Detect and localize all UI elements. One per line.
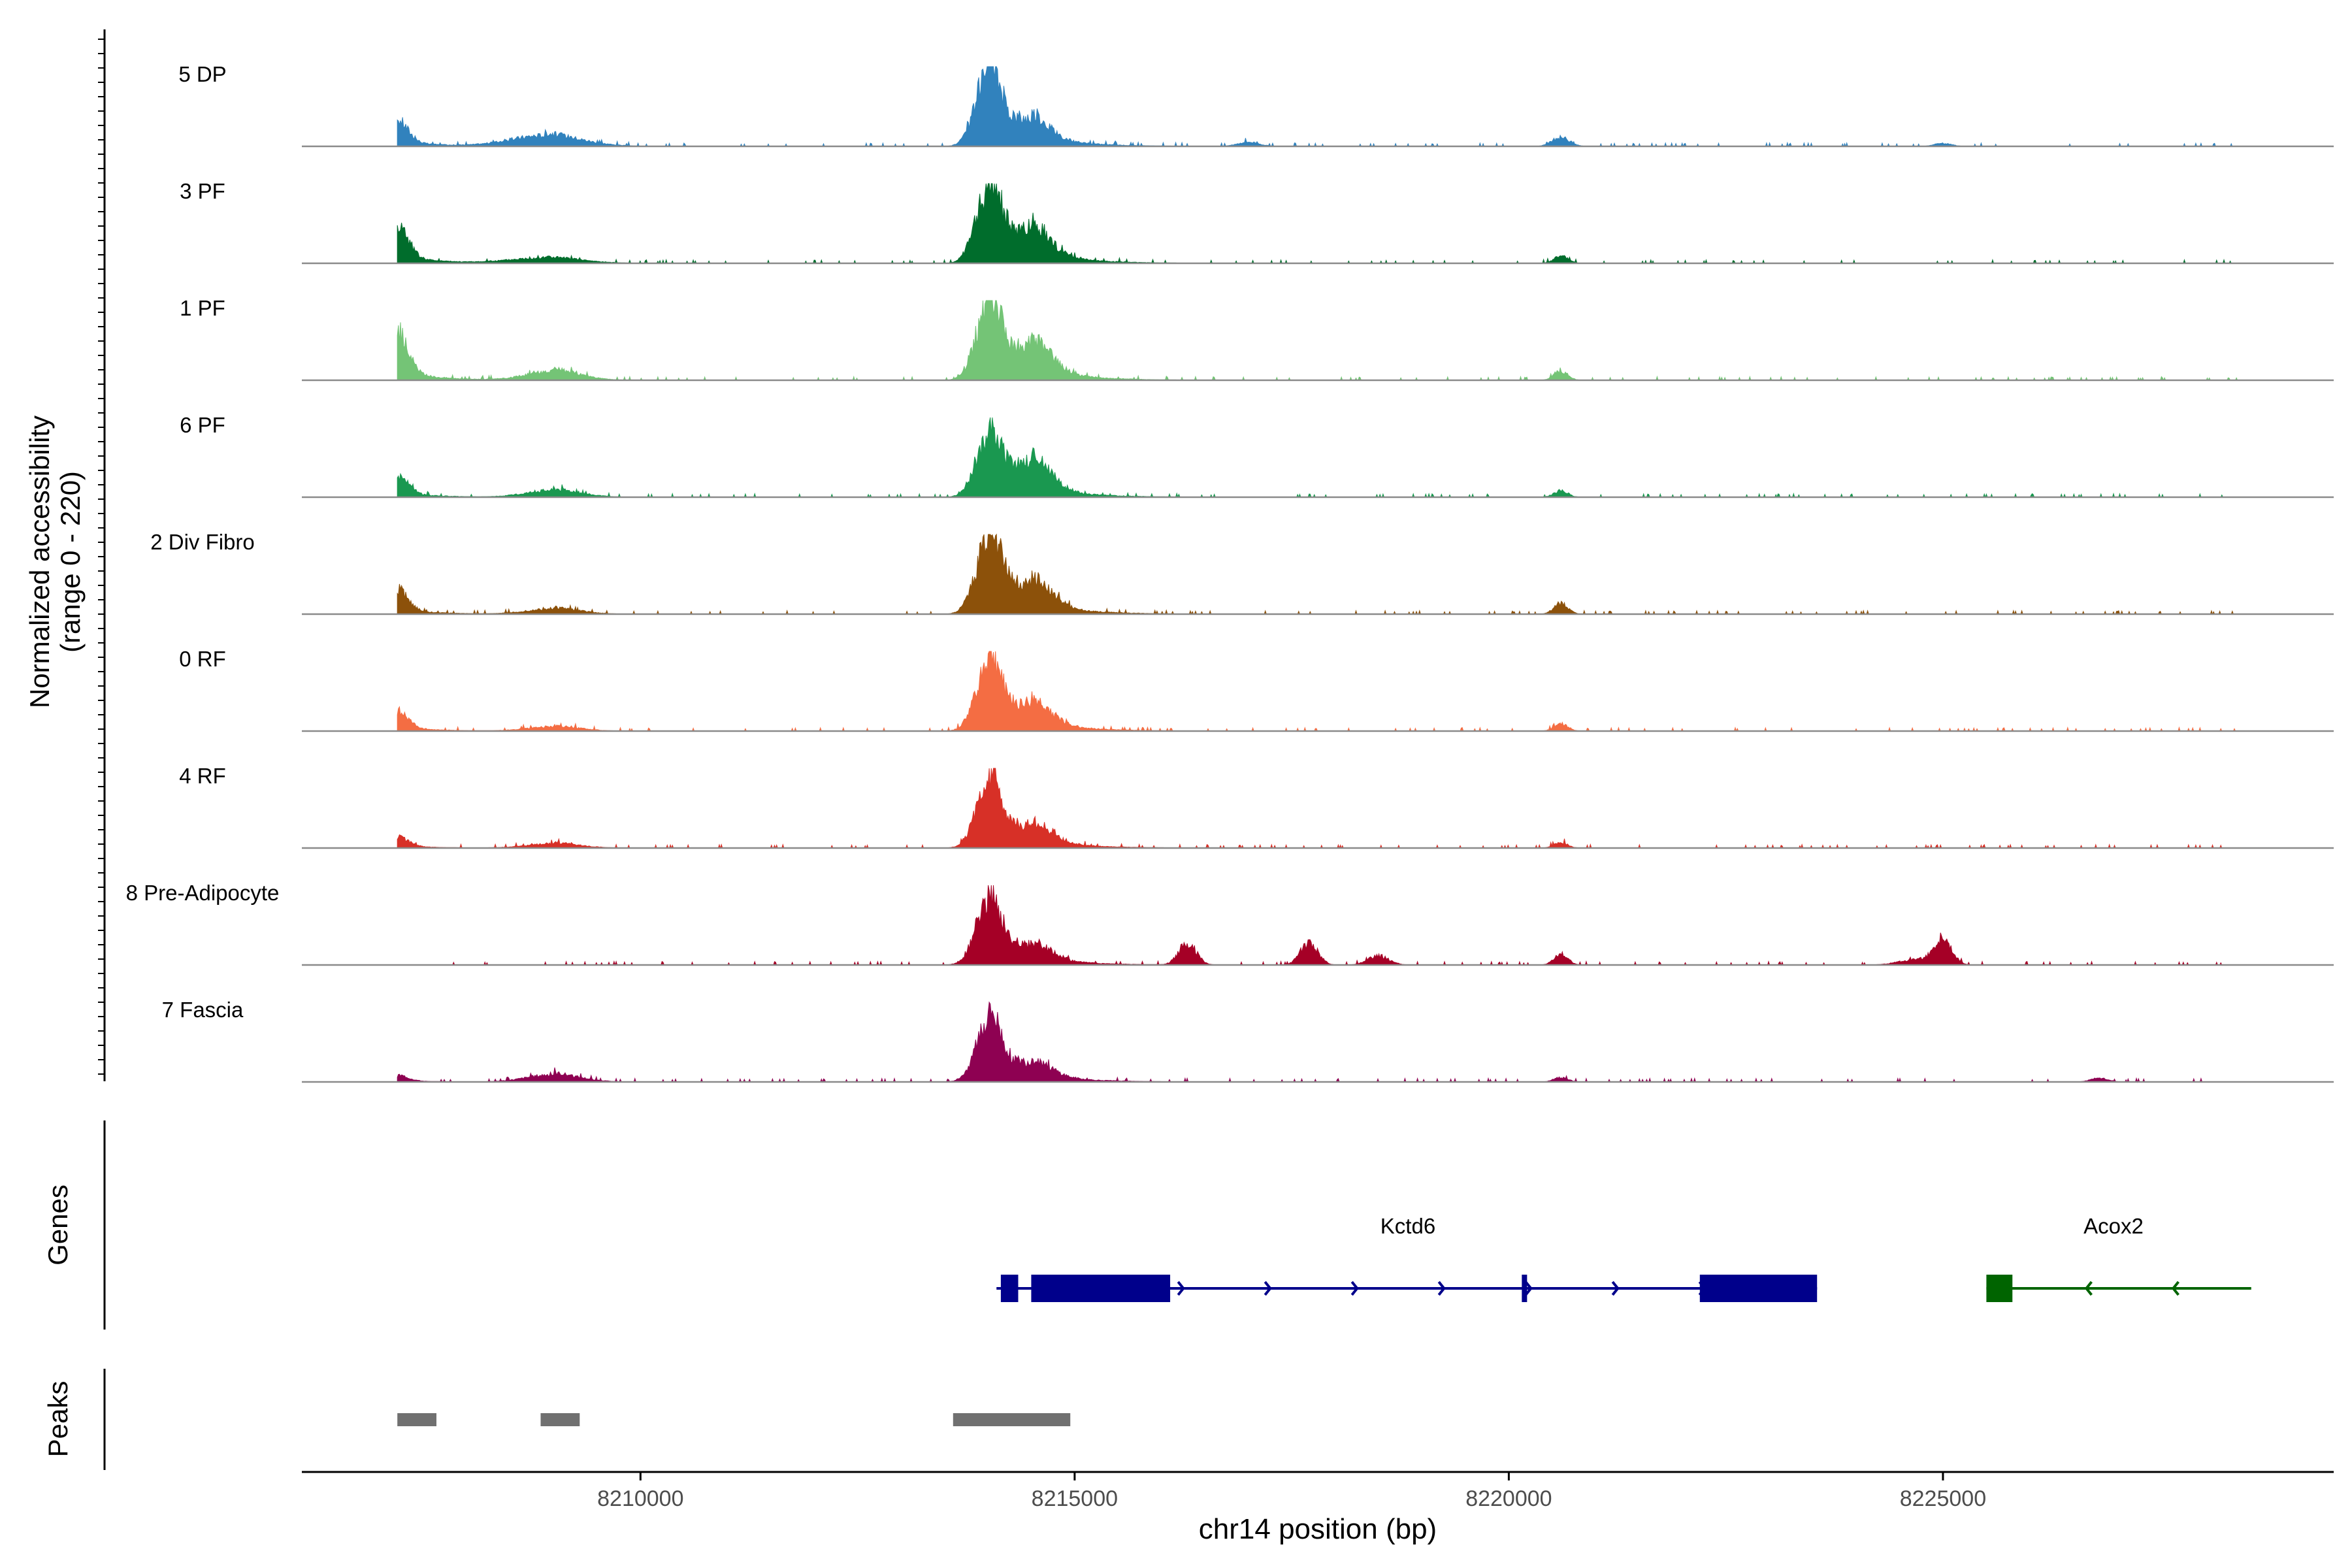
genes-panel-title: Genes — [42, 1184, 73, 1266]
gene-name: Kctd6 — [1380, 1214, 1435, 1238]
strand-arrow-icon — [1524, 1281, 1533, 1296]
strand-arrow-icon — [1350, 1281, 1359, 1296]
x-tick-label: 8220000 — [1465, 1486, 1552, 1511]
track-5-dp: 5 DP — [178, 62, 2334, 148]
gene-kctd6: Kctd6 — [996, 1214, 1818, 1302]
coverage-y-ticks — [98, 39, 105, 1075]
y-axis-range: (range 0 - 220) — [55, 471, 86, 653]
gene-exon — [1986, 1275, 2013, 1302]
track-label: 1 PF — [180, 296, 225, 320]
x-axis-ticks: 8210000 8215000 8220000 8225000 — [597, 1472, 1986, 1511]
strand-arrow-icon — [2084, 1281, 2093, 1296]
peak-regions — [397, 1413, 1071, 1426]
gene-exon — [1699, 1275, 1818, 1302]
gene-exon — [1522, 1275, 1527, 1302]
coverage-area — [397, 66, 2238, 148]
track-6-pf: 6 PF — [180, 413, 2334, 498]
peak-region-bar — [540, 1413, 580, 1426]
track-3-pf: 3 PF — [180, 179, 2334, 265]
coverage-area — [397, 651, 2238, 732]
track-0-rf: 0 RF — [179, 647, 2334, 732]
coverage-area — [397, 183, 2238, 265]
coverage-area — [397, 1001, 2238, 1083]
track-label: 2 Div Fibro — [150, 530, 255, 554]
track-label: 0 RF — [179, 647, 226, 671]
peak-region-bar — [397, 1413, 437, 1426]
track-label: 4 RF — [179, 764, 226, 788]
gene-name: Acox2 — [2083, 1214, 2144, 1238]
coverage-area — [397, 533, 2238, 615]
gene-exon — [1031, 1275, 1171, 1302]
coverage-area — [397, 417, 2238, 498]
track-1-pf: 1 PF — [180, 296, 2334, 382]
coverage-area — [397, 768, 2238, 849]
gene-annotations: Kctd6 Acox2 — [996, 1214, 2251, 1302]
track-2-div-fibro: 2 Div Fibro — [150, 530, 2334, 615]
track-7-fascia: 7 Fascia — [162, 998, 2334, 1083]
track-label: 3 PF — [180, 179, 225, 203]
gene-exon — [1000, 1275, 1019, 1302]
track-label: 8 Pre-Adipocyte — [126, 881, 280, 905]
x-axis-title: chr14 position (bp) — [1199, 1513, 1437, 1545]
y-axis-title: Normalized accessibility — [24, 416, 55, 708]
strand-arrow-icon — [2171, 1281, 2180, 1296]
strand-arrow-icon — [1437, 1281, 1446, 1296]
track-label: 7 Fascia — [162, 998, 244, 1022]
track-label: 6 PF — [180, 413, 225, 437]
coverage-tracks: 5 DP 3 PF 1 PF 6 PF 2 Div Fibro 0 RF 4 RF 8 Pre… — [126, 62, 2334, 1083]
x-tick-label: 8225000 — [1900, 1486, 1986, 1511]
x-tick-label: 8210000 — [597, 1486, 683, 1511]
strand-arrow-icon — [1611, 1281, 1620, 1296]
track-label: 5 DP — [178, 62, 226, 86]
strand-arrow-icon — [1177, 1281, 1185, 1296]
x-tick-label: 8215000 — [1032, 1486, 1118, 1511]
peak-region-bar — [953, 1413, 1071, 1426]
coverage-area — [397, 885, 2238, 966]
gene-acox2: Acox2 — [1986, 1214, 2251, 1302]
track-4-rf: 4 RF — [179, 764, 2334, 849]
strand-arrow-icon — [1264, 1281, 1272, 1296]
peaks-panel-title: Peaks — [42, 1381, 73, 1458]
coverage-area — [397, 300, 2238, 382]
track-8-pre-adipocyte: 8 Pre-Adipocyte — [126, 881, 2334, 966]
